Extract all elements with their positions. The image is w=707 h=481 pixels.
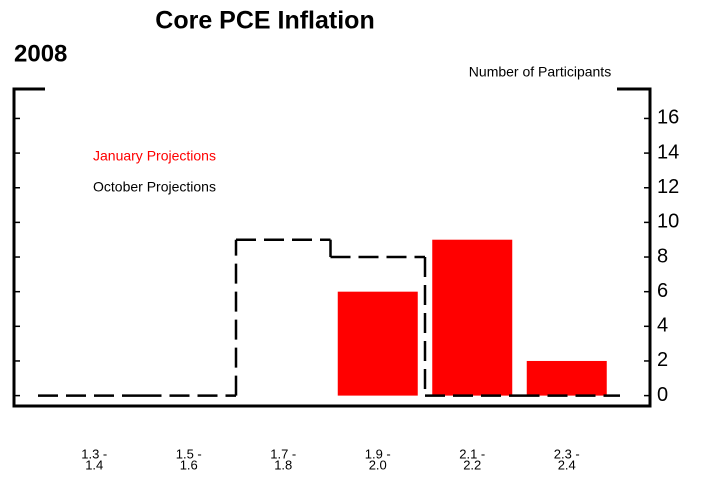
y-tick-label: 10 [657,211,679,233]
y-tick-label: 2 [657,349,668,371]
x-tick-label: 2.1 - [459,446,485,461]
y-tick-label: 4 [657,315,668,337]
x-tick-label: 1.6 [180,457,198,472]
bar [337,291,418,396]
x-tick-label: 2.2 [463,457,481,472]
y-tick-label: 8 [657,245,668,267]
y-tick-label: 6 [657,280,668,302]
x-tick-label: 1.5 - [176,446,202,461]
axis-frame [12,87,652,408]
x-tick-label: 2.4 [558,457,576,472]
x-tick-label: 2.0 [369,457,387,472]
chart-subtitle: 2008 [14,40,67,67]
x-tick-label: 1.3 - [81,446,107,461]
y-tick-label: 14 [657,141,679,163]
x-tick-label: 1.8 [274,457,292,472]
y-axis-label: Number of Participants [469,64,611,80]
bar [526,360,607,396]
x-tick-label: 1.4 [85,457,103,472]
y-tick-label: 12 [657,176,679,198]
legend-entry: October Projections [93,179,216,195]
chart-title: Core PCE Inflation [155,7,374,35]
y-tick-label: 0 [657,384,668,406]
frame [12,87,652,408]
x-tick-label: 1.9 - [365,446,391,461]
y-tick-label: 16 [657,107,679,129]
legend-entry: January Projections [93,148,216,164]
bar [432,239,513,396]
x-tick-label: 2.3 - [554,446,580,461]
x-tick-label: 1.7 - [270,446,296,461]
